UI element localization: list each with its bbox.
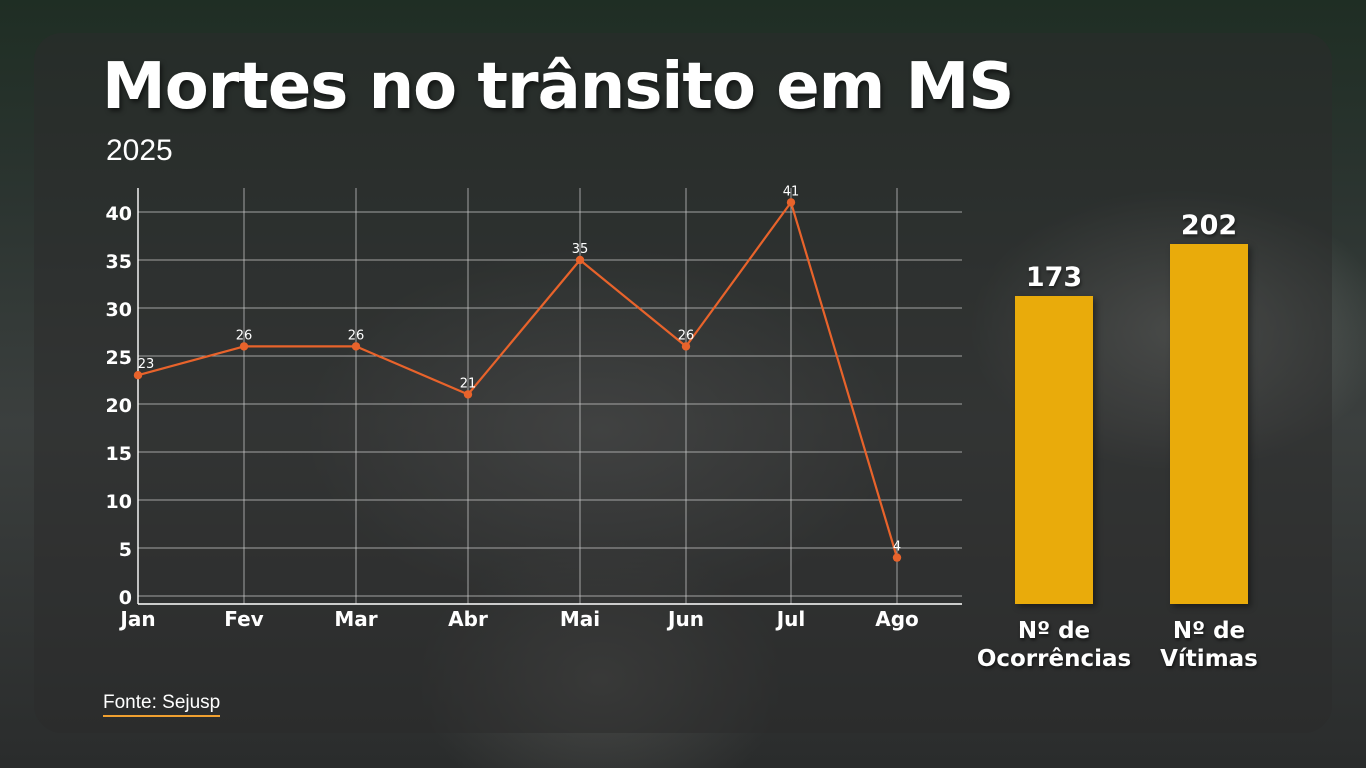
x-tick-label: Abr	[448, 607, 488, 631]
y-tick-label: 30	[106, 299, 132, 321]
bar-value-label: 202	[1180, 210, 1238, 241]
x-tick-label: Jun	[666, 607, 704, 631]
data-point	[463, 390, 473, 399]
chart-panel	[34, 33, 1332, 733]
y-tick-label: 40	[106, 203, 132, 225]
x-tick-label: Jul	[775, 607, 806, 631]
data-point	[575, 255, 585, 265]
bar	[1015, 295, 1093, 604]
data-label: 41	[783, 184, 800, 199]
data-label: 21	[460, 376, 477, 391]
x-tick-label: Ago	[875, 607, 919, 631]
source-note: Fonte: Sejusp	[103, 692, 221, 717]
data-label: 26	[348, 328, 365, 343]
page-title: Mortes no trânsito em MS	[102, 50, 1014, 124]
y-tick-label: 20	[106, 395, 132, 417]
data-point	[786, 198, 796, 207]
y-tick-label: 15	[106, 443, 132, 465]
data-label: 26	[236, 328, 253, 343]
data-label: 26	[678, 328, 695, 343]
bar-category-label: Nº de Ocorrências	[976, 618, 1132, 672]
data-point	[892, 553, 902, 562]
bar	[1170, 244, 1248, 604]
data-label: 35	[572, 242, 589, 257]
y-tick-label: 10	[106, 491, 132, 513]
x-tick-label: Mar	[334, 607, 377, 631]
bar-category-label: Nº de Vítimas	[1160, 618, 1258, 672]
data-label: 23	[138, 357, 155, 372]
data-point	[239, 342, 249, 351]
x-tick-label: Fev	[224, 607, 263, 631]
data-point	[351, 342, 361, 351]
y-tick-label: 5	[119, 539, 132, 561]
bar-value-label: 173	[1025, 261, 1083, 293]
y-tick-label: 35	[106, 251, 132, 273]
data-point	[133, 371, 143, 380]
x-tick-label: Mai	[560, 607, 600, 631]
y-tick-label: 25	[106, 347, 132, 369]
page-subtitle: 2025	[106, 134, 173, 167]
x-tick-label: Jan	[118, 607, 155, 631]
series-line	[137, 201, 899, 558]
data-label: 4	[893, 540, 901, 555]
y-tick-label: 0	[119, 587, 132, 609]
data-point	[681, 342, 691, 351]
